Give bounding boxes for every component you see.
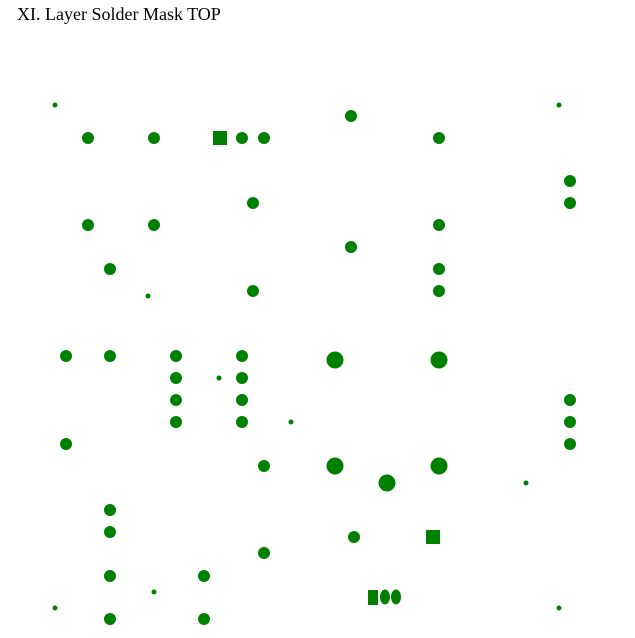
round-pad [564,416,576,428]
round-pad [258,132,270,144]
round-pad [104,504,116,516]
round-pad [433,219,445,231]
square-pad [213,131,227,145]
round-pad [60,438,72,450]
oval-pad [391,590,401,605]
round-pad [198,570,210,582]
round-pad [82,132,94,144]
round-pad [170,350,182,362]
round-pad [236,372,248,384]
round-pad [379,475,396,492]
round-pad [564,438,576,450]
via-pad [217,376,222,381]
round-pad [258,547,270,559]
round-pad [327,458,344,475]
round-pad [433,263,445,275]
round-pad [327,352,344,369]
round-pad [345,110,357,122]
oval-pad [380,590,390,605]
round-pad [148,219,160,231]
round-pad [564,394,576,406]
via-pad [557,606,562,611]
round-pad [433,132,445,144]
via-pad [557,103,562,108]
round-pad [170,372,182,384]
round-pad [170,416,182,428]
round-pad [104,613,116,625]
round-pad [431,458,448,475]
via-pad [289,420,294,425]
round-pad [564,197,576,209]
round-pad [104,263,116,275]
via-pad [53,606,58,611]
round-pad [258,460,270,472]
round-pad [170,394,182,406]
round-pad [348,531,360,543]
round-pad [433,285,445,297]
round-pad [431,352,448,369]
round-pad [148,132,160,144]
round-pad [236,350,248,362]
round-pad [104,526,116,538]
square-pad [426,530,440,544]
round-pad [564,175,576,187]
round-pad [247,285,259,297]
round-pad [247,197,259,209]
via-pad [152,590,157,595]
round-pad [236,132,248,144]
via-pad [524,481,529,486]
round-pad [236,416,248,428]
round-pad [236,394,248,406]
square-pad [368,590,378,605]
round-pad [104,350,116,362]
via-pad [146,294,151,299]
round-pad [82,219,94,231]
round-pad [60,350,72,362]
round-pad [198,613,210,625]
via-pad [53,103,58,108]
round-pad [345,241,357,253]
round-pad [104,570,116,582]
